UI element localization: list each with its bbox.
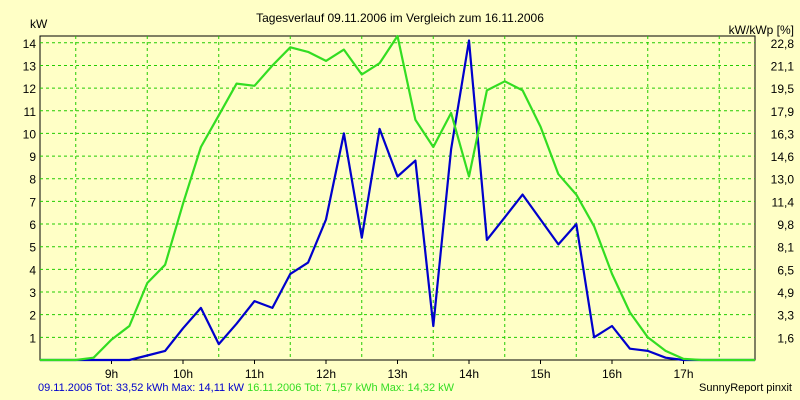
y-tick-label-right: 6,5 — [777, 263, 794, 277]
y-tick-label-right: 13,0 — [771, 173, 795, 187]
y-tick-label-right: 4,9 — [777, 286, 794, 300]
y-tick-label-right: 17,9 — [771, 105, 795, 119]
y-axis-label-left: kW — [30, 17, 48, 31]
footer-credit: SunnyReport pinxit — [699, 382, 792, 394]
series-line-1 — [40, 39, 755, 362]
y-tick-label-left: 4 — [29, 263, 36, 277]
series-lines — [40, 34, 755, 362]
x-tick-labels: 9h 10h 11h 12h 13h 14h 15h 16h 17h — [105, 360, 694, 381]
y-tick-label-left: 7 — [29, 195, 36, 209]
y-tick-label-left: 2 — [29, 309, 36, 323]
x-tick-label: 14h — [459, 367, 479, 381]
y-tick-label-left: 11 — [24, 105, 37, 119]
y-tick-label-right: 14,6 — [771, 150, 795, 164]
x-tick-label: 16h — [602, 367, 622, 381]
y-tick-label-left: 8 — [29, 173, 36, 187]
y-tick-label-right: 22,8 — [771, 37, 795, 51]
chart-title: Tagesverlauf 09.11.2006 im Vergleich zum… — [256, 11, 544, 25]
y-tick-label-right: 9,8 — [777, 218, 794, 232]
x-tick-label: 13h — [387, 367, 407, 381]
x-tick-label: 15h — [530, 367, 550, 381]
x-tick-label: 11h — [245, 367, 264, 381]
x-tick-label: 17h — [673, 367, 693, 381]
y-tick-label-right: 3,3 — [777, 309, 794, 323]
y-tick-label-right: 8,1 — [777, 241, 794, 255]
y-tick-label-left: 13 — [23, 59, 37, 73]
y-tick-label-right: 21,1 — [771, 59, 795, 73]
y-tick-label-left: 14 — [23, 37, 37, 51]
y-tick-label-left: 9 — [29, 150, 36, 164]
footer-totals: 09.11.2006 Tot: 33,52 kWh Max: 14,11 kW … — [38, 382, 454, 394]
x-tick-label: 10h — [173, 367, 193, 381]
y-tick-label-right: 11,4 — [772, 195, 795, 209]
footer-green-series: 16.11.2006 Tot: 71,57 kWh Max: 14,32 kW — [244, 382, 454, 394]
y-tick-labels-right: 1,6 3,3 4,9 6,5 8,1 9,8 11,4 13,0 14,6 16,3 17,9 19… — [771, 37, 795, 346]
y-tick-label-right: 16,3 — [771, 127, 795, 141]
y-tick-label-left: 3 — [29, 286, 36, 300]
grid-lines — [40, 36, 755, 360]
plot-background — [39, 35, 756, 361]
y-axis-label-right: kW/kWp [%] — [729, 23, 794, 37]
y-tick-label-left: 6 — [29, 218, 36, 232]
x-tick-label: 9h — [105, 367, 118, 381]
y-tick-label-left: 5 — [29, 241, 36, 255]
y-tick-label-left: 12 — [23, 82, 37, 96]
x-tick-label: 12h — [316, 367, 336, 381]
footer-blue-series: 09.11.2006 Tot: 33,52 kWh Max: 14,11 kW — [38, 382, 245, 394]
y-tick-label-left: 10 — [23, 127, 37, 141]
y-tick-label-right: 1,6 — [777, 331, 794, 345]
series-line-2 — [40, 34, 755, 362]
y-tick-label-left: 1 — [29, 331, 36, 345]
y-tick-label-right: 19,5 — [771, 82, 795, 96]
